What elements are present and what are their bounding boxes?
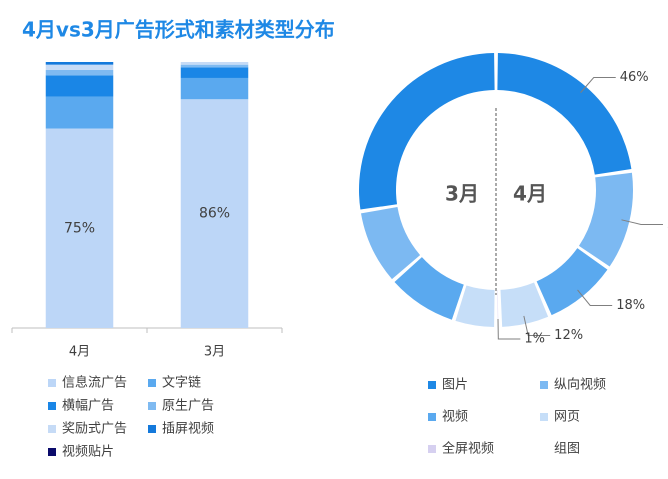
value-label: 86% — [199, 206, 230, 222]
legend-marker — [48, 379, 56, 387]
leader-line — [580, 77, 616, 93]
legend-marker — [48, 402, 56, 410]
bar-segment — [180, 77, 249, 100]
value-label: 12% — [554, 328, 583, 343]
bar-segment — [45, 64, 114, 70]
legend-marker — [540, 445, 548, 453]
legend-label: 奖励式广告 — [62, 422, 127, 437]
value-label: 24% — [667, 217, 668, 232]
legend-label: 原生广告 — [162, 399, 214, 414]
bar-segment — [45, 75, 114, 97]
leader-line — [523, 315, 551, 336]
legend-label: 图片 — [442, 378, 468, 393]
value-label: 75% — [64, 220, 95, 236]
legend-marker — [540, 413, 548, 421]
x-tick-label: 4月 — [69, 345, 90, 360]
center-label: 4月 — [513, 182, 547, 206]
bar-segment — [45, 62, 114, 65]
donut-segment — [394, 257, 464, 320]
legend-label: 纵向视频 — [554, 377, 606, 393]
donut-segment — [497, 289, 499, 327]
bar-segment — [180, 64, 249, 68]
legend-marker — [428, 413, 436, 421]
donut-segment — [497, 53, 632, 175]
center-label: 3月 — [445, 182, 479, 206]
legend-marker — [428, 381, 436, 389]
x-tick-label: 3月 — [204, 345, 225, 360]
legend-marker — [148, 402, 156, 410]
legend-marker — [48, 448, 56, 456]
value-label: 46% — [620, 70, 649, 85]
leader-line — [621, 219, 663, 225]
bar-segment — [180, 67, 249, 78]
legend-marker — [148, 425, 156, 433]
donut-segment — [455, 285, 495, 327]
page-title: 4月vs3月广告形式和素材类型分布 — [22, 18, 335, 42]
donut-segment — [536, 248, 608, 316]
donut-segment — [360, 207, 421, 280]
legend-label: 插屏视频 — [162, 422, 214, 437]
donut-segment — [359, 53, 495, 210]
legend-label: 文字链 — [162, 376, 201, 391]
legend-label: 横幅广告 — [62, 399, 114, 414]
legend-marker — [148, 379, 156, 387]
legend-label: 信息流广告 — [62, 375, 127, 391]
value-label: 18% — [616, 298, 645, 313]
bar-segment — [180, 99, 249, 329]
bar-segment — [180, 62, 249, 65]
legend-label: 全屏视频 — [442, 441, 494, 457]
leader-line — [577, 289, 613, 306]
bar-segment — [45, 128, 114, 328]
donut-segment — [500, 282, 549, 327]
legend-label: 视频 — [442, 410, 468, 425]
legend-label: 视频贴片 — [62, 445, 114, 460]
value-label: 1% — [524, 331, 545, 346]
bar-segment — [45, 96, 114, 129]
bar-segment — [45, 69, 114, 76]
leader-line — [497, 318, 521, 340]
legend-label: 组图 — [554, 442, 580, 457]
legend-label: 网页 — [554, 410, 580, 425]
legend-marker — [428, 445, 436, 453]
legend-marker — [540, 381, 548, 389]
legend-marker — [48, 425, 56, 433]
donut-segment — [578, 172, 633, 267]
